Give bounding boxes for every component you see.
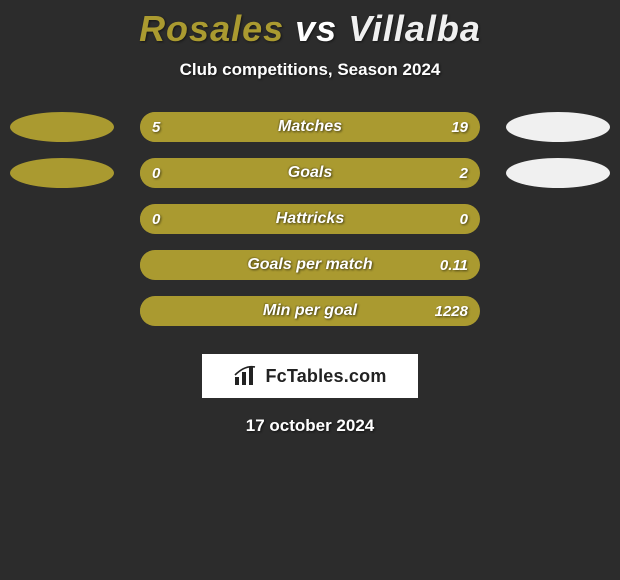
stat-value-left: 0 [152,158,160,188]
stat-value-right: 2 [460,158,468,188]
logo-text: FcTables.com [265,366,386,387]
spacer [506,296,610,326]
date-label: 17 october 2024 [246,416,375,436]
stat-label: Goals per match [140,250,480,280]
spacer [10,296,114,326]
spacer [10,250,114,280]
player1-name: Rosales [139,8,284,49]
page-title: Rosales vs Villalba [139,8,481,50]
stat-value-left: 0 [152,204,160,234]
stat-value-right: 19 [451,112,468,142]
player1-marker [10,158,114,188]
stat-bar: Matches5 19 [140,112,480,142]
stat-row: Goals per match0.11 [10,250,610,280]
spacer [506,204,610,234]
stat-bar: Goals per match0.11 [140,250,480,280]
stat-bar: Min per goal1228 [140,296,480,326]
stat-value-right: 0 [460,204,468,234]
stat-label: Min per goal [140,296,480,326]
stat-bar: Hattricks0 0 [140,204,480,234]
stat-label: Hattricks [140,204,480,234]
player2-name: Villalba [348,8,481,49]
title-vs: vs [295,8,337,49]
stat-row: Min per goal1228 [10,296,610,326]
player2-marker [506,158,610,188]
subtitle: Club competitions, Season 2024 [180,60,441,80]
player1-marker [10,112,114,142]
spacer [10,204,114,234]
stat-row: Goals0 2 [10,158,610,188]
fctables-logo: FcTables.com [202,354,418,398]
stat-value-right: 0.11 [440,250,468,280]
stat-bar: Goals0 2 [140,158,480,188]
stat-value-right: 1228 [435,296,468,326]
stat-label: Goals [140,158,480,188]
stat-value-left: 5 [152,112,160,142]
player2-marker [506,112,610,142]
bar-chart-icon [233,365,259,387]
stat-row: Matches5 19 [10,112,610,142]
stat-label: Matches [140,112,480,142]
spacer [506,250,610,280]
stat-row: Hattricks0 0 [10,204,610,234]
